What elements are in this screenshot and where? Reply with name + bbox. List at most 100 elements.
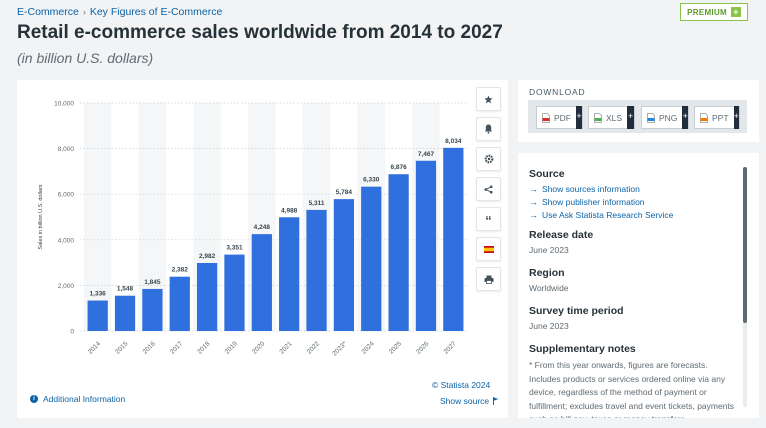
download-ppt-button[interactable]: PPT + <box>694 106 740 129</box>
x-tick-label: 2022 <box>306 340 321 355</box>
additional-info-link[interactable]: i Additional Information <box>30 394 125 404</box>
quote-icon: “ <box>485 213 492 228</box>
additional-info-label: Additional Information <box>43 394 126 404</box>
release-date-value: June 2023 <box>529 245 569 255</box>
y-tick-label: 4,000 <box>58 237 75 244</box>
share-icon <box>484 184 493 194</box>
research-service-link[interactable]: → Use Ask Statista Research Service <box>529 210 739 220</box>
show-source-link[interactable]: Show source <box>440 396 499 406</box>
details-content: Source → Show sources information → Show… <box>529 168 739 418</box>
bar <box>361 186 382 331</box>
settings-button[interactable] <box>476 147 501 171</box>
bar <box>388 174 409 331</box>
breadcrumb-ecommerce[interactable]: E-Commerce <box>17 6 79 18</box>
release-date-heading: Release date <box>529 229 594 241</box>
print-button[interactable] <box>476 267 501 291</box>
arrow-right-icon: → <box>529 210 538 220</box>
y-tick-label: 2,000 <box>58 283 75 290</box>
x-tick-label: 2015 <box>114 340 129 355</box>
y-tick-label: 6,000 <box>58 192 75 199</box>
chevron-right-icon: › <box>82 7 86 17</box>
region-heading: Region <box>529 267 565 279</box>
x-tick-label: 2017 <box>169 340 184 355</box>
x-tick-label: 2023* <box>331 340 348 357</box>
y-tick-label: 10,000 <box>54 101 74 108</box>
data-label: 6,876 <box>390 164 407 171</box>
supplementary-notes-heading: Supplementary notes <box>529 343 636 355</box>
x-tick-label: 2020 <box>251 340 266 355</box>
statistic-details-panel: Source → Show sources information → Show… <box>518 153 759 418</box>
gear-icon <box>484 154 493 164</box>
download-pdf-button[interactable]: PDF + <box>536 106 583 129</box>
xls-file-icon <box>594 112 602 123</box>
download-button-group: PDF + XLS + PNG + PPT + <box>528 100 747 133</box>
statista-credit[interactable]: © Statista 2024 <box>432 380 491 390</box>
breadcrumb: E-Commerce › Key Figures of E-Commerce <box>17 6 222 18</box>
scrollbar-thumb[interactable] <box>743 167 747 323</box>
info-icon: i <box>30 395 38 403</box>
pdf-file-icon <box>542 112 550 123</box>
data-label: 8,034 <box>445 138 462 145</box>
plus-icon: + <box>731 7 741 17</box>
bar <box>169 276 190 331</box>
x-tick-label: 2019 <box>224 340 239 355</box>
cite-button[interactable]: “ <box>476 207 501 231</box>
region-value: Worldwide <box>529 283 569 293</box>
flag-marker-icon <box>493 397 499 405</box>
ppt-file-icon <box>700 112 708 123</box>
bar <box>87 300 108 331</box>
y-tick-label: 8,000 <box>58 146 75 153</box>
data-label: 1,548 <box>117 286 134 293</box>
x-tick-label: 2021 <box>278 340 293 355</box>
survey-period-heading: Survey time period <box>529 305 624 317</box>
data-label: 5,784 <box>336 189 353 196</box>
bar <box>306 209 327 331</box>
data-label: 3,351 <box>226 245 243 252</box>
source-links: → Show sources information → Show publis… <box>529 184 739 220</box>
x-tick-label: 2014 <box>87 340 102 355</box>
language-button[interactable] <box>476 237 501 261</box>
star-icon <box>484 94 493 103</box>
show-source-label: Show source <box>440 396 490 406</box>
source-heading: Source <box>529 168 565 180</box>
bar-chart: 0 2,000 4,000 6,000 8,000 10,000 Sales in bill… <box>38 101 467 357</box>
scrollbar[interactable] <box>743 167 747 407</box>
data-label: 4,988 <box>281 207 298 214</box>
download-title: DOWNLOAD <box>529 87 586 97</box>
favorite-button[interactable] <box>476 87 501 111</box>
flag-icon <box>483 245 494 253</box>
x-tick-label: 2025 <box>388 340 403 355</box>
y-axis-label: Sales in billion U.S. dollars <box>38 184 44 249</box>
show-publisher-link[interactable]: → Show publisher information <box>529 197 739 207</box>
download-png-button[interactable]: PNG + <box>641 106 689 129</box>
bell-icon <box>484 124 493 134</box>
data-label: 1,845 <box>144 279 161 286</box>
png-file-icon <box>647 112 655 123</box>
download-png-label: PNG <box>659 112 678 123</box>
bar <box>333 199 355 331</box>
show-sources-link[interactable]: → Show sources information <box>529 184 739 194</box>
x-tick-label: 2026 <box>415 340 430 355</box>
download-xls-label: XLS <box>606 112 623 123</box>
data-label: 6,330 <box>363 177 380 184</box>
download-panel: DOWNLOAD PDF + XLS + PNG + PPT + <box>518 80 759 142</box>
plus-icon: + <box>576 106 582 129</box>
bar <box>251 234 272 331</box>
premium-badge[interactable]: PREMIUM + <box>680 3 748 21</box>
column-band <box>84 103 112 331</box>
notification-button[interactable] <box>476 117 501 141</box>
breadcrumb-key-figures[interactable]: Key Figures of E-Commerce <box>89 6 223 18</box>
download-xls-button[interactable]: XLS + <box>588 106 635 129</box>
chart-tools: “ <box>476 87 501 291</box>
bar <box>196 263 218 331</box>
plus-icon: + <box>733 106 739 129</box>
bar <box>279 217 300 331</box>
arrow-right-icon: → <box>529 184 538 194</box>
bar <box>224 254 245 331</box>
data-label: 4,248 <box>254 224 271 231</box>
share-button[interactable] <box>476 177 501 201</box>
data-label: 2,382 <box>172 267 189 274</box>
data-label: 5,311 <box>309 200 325 207</box>
page-subtitle: (in billion U.S. dollars) <box>17 50 154 66</box>
data-label: 1,336 <box>90 291 107 298</box>
